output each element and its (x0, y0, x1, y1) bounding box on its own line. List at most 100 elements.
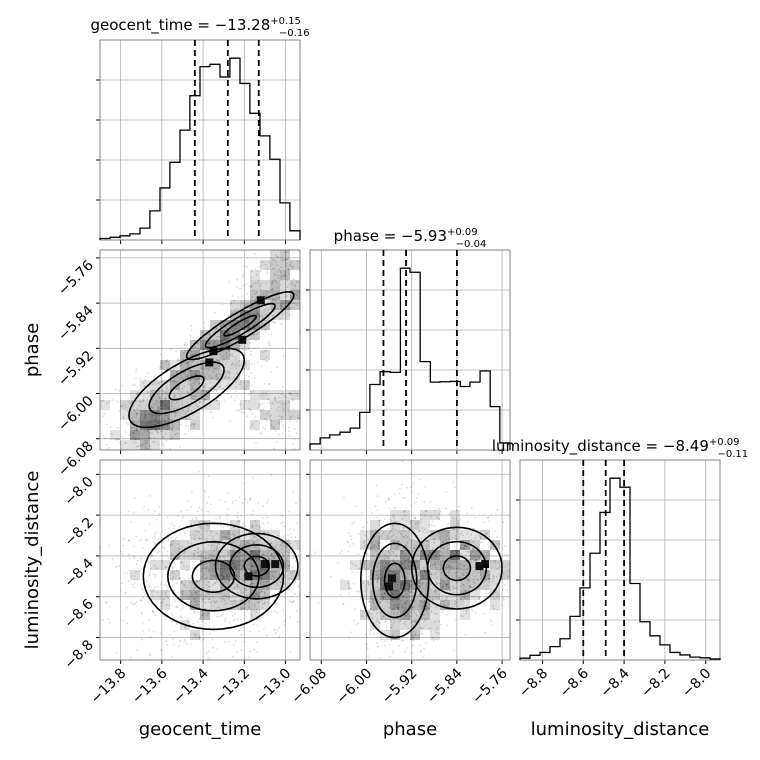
sample-point (509, 585, 510, 588)
sample-point (388, 550, 391, 552)
sample-point (467, 579, 469, 582)
sample-point (95, 429, 97, 431)
sample-point (253, 376, 256, 379)
sample-point (426, 540, 428, 542)
sample-point (251, 565, 254, 568)
sample-point (381, 567, 384, 570)
density-cell (400, 540, 410, 550)
density-cell (230, 330, 240, 340)
sample-point (377, 538, 380, 541)
sample-point (107, 544, 110, 547)
sample-point (365, 597, 368, 600)
sample-point (276, 628, 279, 631)
sample-point (190, 577, 192, 580)
sample-point (433, 590, 436, 593)
sample-point (254, 593, 257, 596)
sample-point (167, 362, 170, 365)
sample-point (247, 332, 250, 335)
sample-point (302, 232, 304, 234)
sample-point (475, 555, 478, 558)
sample-point (174, 413, 177, 415)
sample-point (296, 289, 299, 291)
sample-point (241, 522, 244, 525)
density-cell (370, 580, 380, 590)
sample-point (215, 576, 217, 579)
sample-point (384, 620, 386, 623)
sample-point (466, 567, 469, 570)
sample-point (230, 363, 233, 366)
sample-point (267, 383, 270, 385)
sample-point (161, 554, 164, 557)
sample-point (439, 550, 442, 553)
sample-point (151, 467, 153, 469)
sample-point (416, 595, 419, 598)
sample-point (400, 571, 403, 574)
sample-point (133, 578, 136, 581)
sample-point (279, 317, 282, 320)
sample-point (403, 622, 406, 625)
sample-point (408, 590, 410, 593)
sample-point (189, 597, 191, 599)
density-cell (280, 270, 290, 280)
sample-point (212, 563, 215, 566)
sample-point (238, 364, 241, 367)
sample-point (427, 541, 430, 543)
tick-label-x-phase: −5.92 (379, 666, 421, 708)
sample-point (201, 536, 203, 539)
sample-point (303, 415, 305, 417)
sample-point (295, 610, 298, 612)
sample-point (307, 564, 309, 566)
density-cell (170, 410, 180, 420)
sample-point (231, 548, 234, 551)
sample-point (366, 636, 369, 638)
sample-point (302, 549, 304, 551)
sample-point (307, 405, 309, 407)
sample-point (201, 367, 204, 370)
sample-point (265, 282, 267, 284)
sample-point (264, 428, 267, 431)
sample-point (261, 394, 263, 397)
sample-point (206, 577, 209, 579)
sample-point (283, 410, 286, 413)
sample-point (458, 576, 461, 579)
sample-point (232, 550, 235, 553)
sample-point (256, 312, 259, 315)
sample-point (252, 542, 254, 544)
sample-point (133, 420, 136, 423)
density-cell (190, 590, 200, 600)
sample-point (445, 507, 447, 510)
sample-point (165, 604, 168, 606)
sample-point (248, 393, 250, 396)
sample-point (161, 393, 164, 395)
sample-point (284, 300, 287, 303)
sample-point (483, 537, 486, 539)
sample-point (114, 388, 117, 391)
sample-point (254, 415, 257, 418)
sample-point (219, 385, 221, 388)
sample-point (452, 528, 455, 531)
sample-point (287, 269, 290, 271)
sample-point (425, 569, 428, 572)
sample-point (234, 364, 237, 367)
sample-point (396, 572, 399, 575)
sample-point (194, 345, 197, 348)
sample-point (248, 325, 251, 328)
sample-point (272, 313, 275, 316)
sample-point (204, 490, 206, 492)
sample-point (296, 260, 299, 262)
sample-point (141, 588, 143, 591)
sample-point (277, 406, 280, 409)
density-cell (270, 390, 280, 400)
sample-point (422, 566, 425, 569)
sample-point (417, 574, 420, 576)
sample-point (215, 532, 218, 535)
sample-point (144, 413, 147, 416)
sample-point (258, 608, 261, 611)
density-cell (210, 340, 220, 350)
sample-point (207, 650, 210, 653)
sample-point (236, 517, 239, 519)
sample-point (388, 531, 391, 534)
sample-point (117, 438, 120, 441)
sample-point (242, 412, 245, 414)
sample-point (214, 367, 217, 370)
